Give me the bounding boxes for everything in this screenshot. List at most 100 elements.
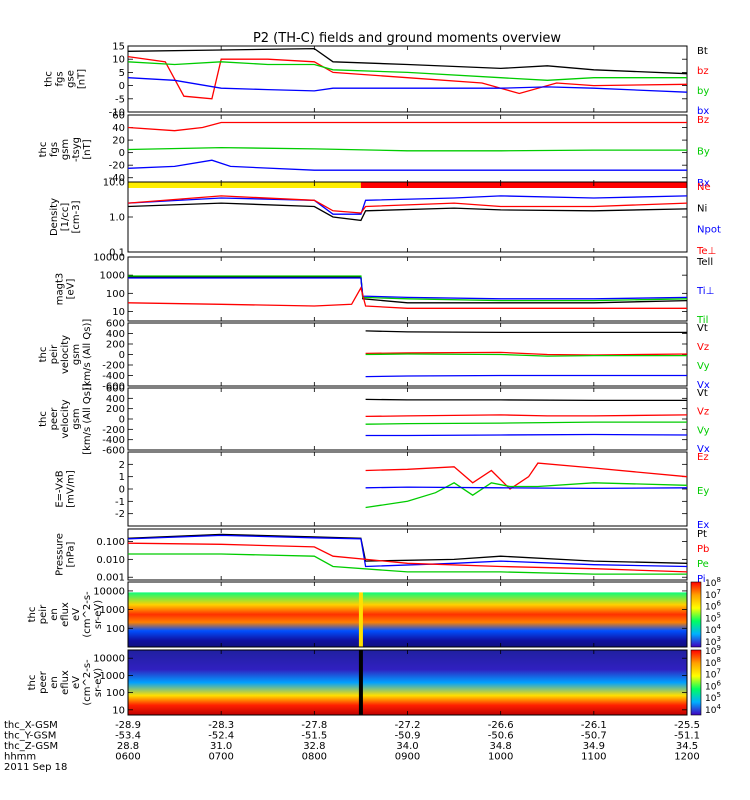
legend-entry: Ne (697, 182, 711, 193)
y-tick-label: 0 (119, 148, 125, 159)
y-tick-label: 0.001 (96, 573, 125, 584)
legend-entry: Pi (697, 574, 706, 585)
legend-entry: Vt (697, 323, 708, 334)
y-tick-label: 10.0 (103, 178, 125, 189)
x-row-value: -28.3 (208, 720, 234, 731)
series-Bz (127, 121, 687, 132)
x-row-value: -26.6 (488, 720, 514, 731)
y-tick-label: 600 (106, 384, 125, 395)
y-tick-label: -200 (102, 361, 125, 372)
y-axis-label: eflux (60, 670, 71, 695)
y-tick-label: 60 (112, 111, 125, 122)
y-tick-label: 10 (112, 705, 125, 716)
series-Pb (127, 542, 688, 573)
y-tick-label: -40 (109, 173, 125, 184)
y-tick-label: -200 (102, 425, 125, 436)
legend-entry: Bx (697, 178, 710, 189)
y-axis-label: gse (66, 70, 77, 88)
x-row-value: 1000 (488, 752, 513, 763)
y-tick-label: 20 (112, 136, 125, 147)
panel-pressure: 0.100 0.010 0.001 Pressure [nPa] Pt Pb Pe Pi (55, 528, 709, 585)
x-row-value: 0800 (302, 752, 327, 763)
series-Pt (127, 533, 688, 564)
series-Ez (365, 462, 688, 490)
colorbar-label: 107 (705, 588, 721, 601)
y-tick-label: -10 (109, 108, 125, 119)
y-tick-label: 0 (119, 81, 125, 92)
y-axis-label: thc (27, 675, 38, 691)
y-tick-label: 0 (119, 485, 125, 496)
y-axis-label: [cm-3] (71, 200, 82, 233)
y-axis-label: peir (38, 604, 49, 624)
y-axis-label: (cm^2-s- (82, 659, 93, 706)
colorbar-label: 107 (705, 668, 721, 681)
y-tick-label: 5 (119, 68, 125, 79)
colorbar-label: 105 (705, 691, 721, 704)
legend-entry: Ex (697, 520, 709, 531)
x-row-value: -50.6 (488, 731, 514, 742)
x-row-value: -53.4 (115, 731, 141, 742)
panel-frame (127, 256, 688, 322)
x-row-value: 34.8 (490, 741, 512, 752)
series-Ex (365, 486, 688, 490)
spectrogram-peir-eflux (128, 582, 687, 647)
legend-entry: Til (696, 315, 708, 326)
series-Bt (127, 47, 688, 75)
x-row-label: hhmm (4, 752, 36, 763)
panel-frame (127, 387, 688, 451)
y-axis-label: thc (38, 142, 49, 158)
y-axis-label: eV (71, 608, 82, 621)
series-Te⊥ (127, 286, 687, 309)
y-tick-label: 0 (119, 350, 125, 361)
colorbar-label: 106 (705, 600, 721, 613)
y-tick-label: -600 (102, 446, 125, 457)
series-Npot (127, 195, 688, 215)
y-tick-label: -400 (102, 371, 125, 382)
panel-frame (127, 451, 688, 527)
y-axis-label: [eV] (66, 279, 77, 300)
series-Pi (127, 534, 688, 568)
spectrogram-gap (358, 650, 363, 715)
x-row-value: 0600 (115, 752, 140, 763)
x-row-value: -25.5 (674, 720, 700, 731)
y-axis-label: eV (71, 676, 82, 689)
series-Ti⊥ (128, 277, 688, 300)
y-tick-label: 600 (106, 319, 125, 330)
series-Pe (128, 553, 687, 575)
x-axis-annotation: thc_X-GSM -28.9 -28.3 -27.8 -27.2 -26.6 -26.1-… (4, 720, 700, 773)
legend-entry: bx (697, 106, 709, 117)
y-tick-label: 1000 (100, 605, 125, 616)
y-axis-label: velocity (60, 399, 71, 438)
legend-entry: Ti⊥ (696, 286, 714, 297)
y-tick-label: -600 (102, 382, 125, 393)
series-Vy (365, 353, 687, 357)
y-axis-label: peer (49, 407, 60, 431)
y-axis-label: magt3 (55, 273, 66, 306)
legend-entry: By (697, 147, 710, 158)
legend-entry: Ez (697, 452, 709, 463)
y-axis-label: thc (38, 411, 49, 427)
y-axis-label: peer (38, 670, 49, 694)
series-Vy (365, 421, 687, 425)
panel-frame (127, 45, 688, 113)
legend-entry: Bz (697, 115, 709, 126)
legend-entry: by (697, 86, 709, 97)
series-by (127, 61, 687, 81)
y-tick-label: 10000 (93, 253, 125, 264)
x-row-label: thc_Z-GSM (4, 741, 58, 752)
colorbar-label: 108 (705, 656, 721, 669)
x-row-value: 0700 (208, 752, 233, 763)
date-label: 2011 Sep 18 (4, 762, 67, 773)
y-tick-label: 100 (106, 688, 125, 699)
series-Ne (127, 195, 688, 214)
legend-entry: Bt (697, 46, 708, 57)
x-row-value: 32.8 (303, 741, 325, 752)
series-Vt (365, 330, 687, 334)
y-axis-label: [km/s (All Qs)] (82, 319, 93, 391)
legend-entry: Npot (697, 225, 721, 236)
spectrogram-peer-eflux (128, 650, 687, 715)
